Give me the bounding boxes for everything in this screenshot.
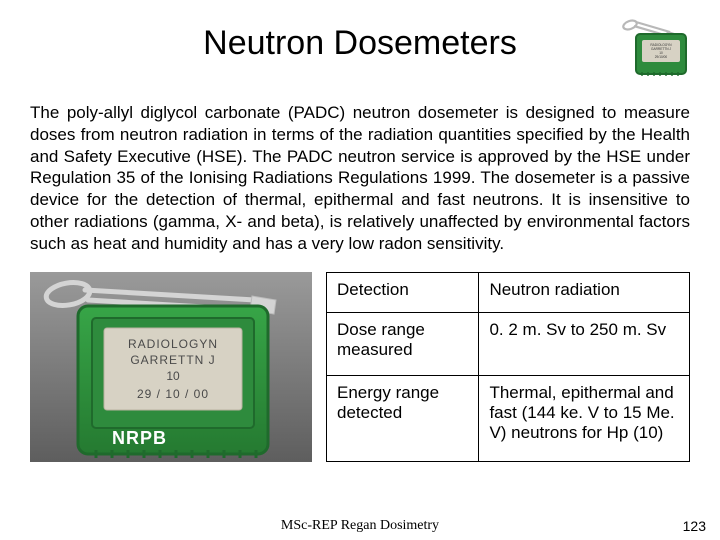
spec-value: Neutron radiation: [479, 273, 690, 313]
table-row: Energy range detected Thermal, epitherma…: [327, 376, 690, 462]
table-row: Dose range measured 0. 2 m. Sv to 250 m.…: [327, 313, 690, 376]
spec-label: Dose range measured: [327, 313, 479, 376]
footer-text: MSc-REP Regan Dosimetry: [0, 518, 720, 534]
spec-value: 0. 2 m. Sv to 250 m. Sv: [479, 313, 690, 376]
label-line1: RADIOLOGYN: [128, 337, 218, 351]
label-line4: 29 / 10 / 00: [137, 387, 209, 401]
body-paragraph: The poly-allyl diglycol carbonate (PADC)…: [30, 102, 690, 254]
slide-title: Neutron Dosemeters: [30, 18, 690, 63]
dosemeter-photo: RADIOLOGYN GARRETTN J 10 29 / 10 / 00 NR…: [30, 272, 312, 462]
label-line3: 10: [166, 369, 180, 383]
label-line2: GARRETTN J: [130, 353, 215, 367]
spec-value: Thermal, epithermal and fast (144 ke. V …: [479, 376, 690, 462]
table-row: Detection Neutron radiation: [327, 273, 690, 313]
spec-label: Detection: [327, 273, 479, 313]
page-number: 123: [683, 518, 706, 534]
spec-label: Energy range detected: [327, 376, 479, 462]
spec-table: Detection Neutron radiation Dose range m…: [326, 272, 690, 462]
brand-label: NRPB: [112, 428, 167, 448]
dosemeter-thumbnail: RADIOLOGYN GARRETTN J 10 29/10/00: [616, 16, 696, 78]
svg-text:29/10/00: 29/10/00: [655, 55, 668, 59]
